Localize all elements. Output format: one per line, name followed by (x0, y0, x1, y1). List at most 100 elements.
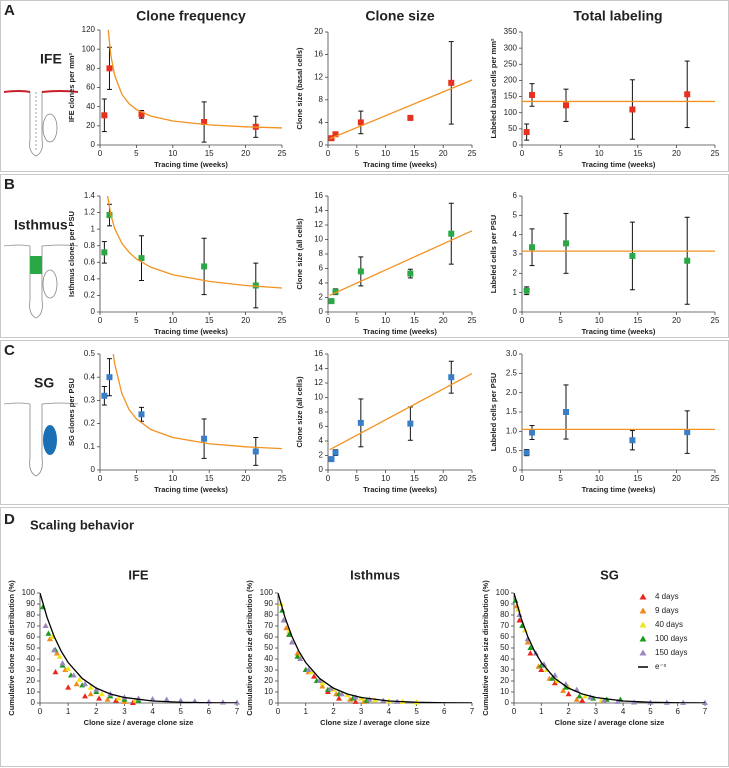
data-point (106, 65, 113, 72)
y-tick-label: 2.5 (506, 368, 518, 377)
legend-label: 40 days (655, 620, 683, 629)
y-tick-label: 4 (319, 278, 324, 287)
data-point (305, 666, 312, 672)
x-tick-label: 7 (470, 707, 475, 716)
y-tick-label: 100 (504, 108, 518, 117)
x-tick-label: 3 (594, 707, 599, 716)
y-tick-label: 0 (319, 307, 324, 316)
legend-swatch (639, 607, 647, 614)
data-point (579, 697, 586, 703)
data-point (106, 374, 113, 381)
x-tick-label: 5 (178, 707, 183, 716)
data-point (684, 429, 691, 436)
chart-title: SG (600, 567, 619, 582)
x-tick-label: 6 (675, 707, 680, 716)
data-point (529, 244, 536, 251)
x-tick-label: 5 (134, 149, 139, 158)
data-point (252, 448, 259, 455)
y-tick-label: 4 (319, 118, 324, 127)
x-tick-label: 15 (633, 316, 642, 325)
fit-line (107, 196, 282, 289)
panel-label: C (4, 342, 15, 359)
data-point (76, 676, 83, 682)
legend-swatch (639, 593, 647, 600)
y-tick-label: 3.0 (506, 349, 518, 358)
x-axis-label: Tracing time (weeks) (154, 160, 228, 169)
data-point (82, 681, 89, 687)
y-tick-label: 0 (505, 698, 510, 707)
x-tick-label: 25 (711, 316, 720, 325)
column-title: Total labeling (573, 8, 662, 24)
data-point (42, 622, 49, 628)
chart-title: Isthmus (350, 567, 400, 582)
y-tick-label: 4 (513, 230, 518, 239)
fit-line (514, 593, 705, 703)
row-label: SG (34, 375, 54, 391)
data-point (319, 683, 326, 689)
data-point (294, 653, 301, 659)
y-tick-label: 80 (26, 610, 35, 619)
data-point (335, 695, 342, 701)
data-point (93, 686, 100, 692)
x-axis-label: Clone size / average clone size (320, 718, 430, 727)
x-tick-label: 4 (387, 707, 392, 716)
data-point (523, 449, 530, 456)
row-label: Isthmus (14, 217, 68, 233)
data-point (327, 685, 334, 691)
data-point (357, 119, 364, 126)
data-point (112, 697, 119, 703)
y-axis-label: Cumulative clone size distribution (%) (7, 580, 16, 716)
y-tick-label: 8 (319, 249, 324, 258)
y-tick-label: 90 (26, 599, 35, 608)
x-tick-label: 25 (468, 316, 477, 325)
panel-label: D (4, 511, 15, 528)
data-point (565, 691, 572, 697)
y-tick-label: 6 (319, 422, 324, 431)
y-tick-label: 1.0 (506, 426, 518, 435)
x-tick-label: 15 (205, 474, 214, 483)
x-tick-label: 4 (621, 707, 626, 716)
x-axis-label: Tracing time (weeks) (154, 485, 228, 494)
y-tick-label: 40 (500, 654, 509, 663)
data-point (527, 644, 534, 650)
column-title: Clone frequency (136, 8, 246, 24)
y-tick-label: 60 (500, 632, 509, 641)
x-tick-label: 10 (381, 316, 390, 325)
x-tick-label: 6 (207, 707, 212, 716)
y-tick-label: 20 (86, 121, 95, 130)
y-axis-label: Isthmus clones per PSU (67, 211, 76, 297)
y-tick-label: 120 (82, 25, 96, 34)
y-tick-label: 4 (319, 436, 324, 445)
x-axis-label: Tracing time (weeks) (582, 485, 656, 494)
y-tick-label: 0.6 (84, 257, 96, 266)
data-point (448, 230, 455, 237)
data-point (316, 677, 323, 683)
y-tick-label: 200 (504, 76, 518, 85)
x-tick-label: 10 (595, 316, 604, 325)
x-tick-label: 15 (410, 316, 419, 325)
data-point (541, 661, 548, 667)
data-point (684, 91, 691, 98)
y-tick-label: 0 (91, 140, 96, 149)
data-point (629, 437, 636, 444)
data-point (344, 692, 351, 698)
data-point (73, 681, 80, 687)
x-tick-label: 15 (410, 149, 419, 158)
x-tick-label: 1 (66, 707, 71, 716)
x-tick-label: 5 (355, 474, 360, 483)
panel-label: B (4, 176, 15, 193)
y-tick-label: 0 (319, 465, 324, 474)
fit-line (329, 373, 472, 451)
y-tick-label: 0.2 (84, 419, 96, 428)
y-tick-label: 80 (264, 610, 273, 619)
data-point (52, 669, 59, 675)
y-axis-label: Labeled cells per PSU (489, 373, 498, 451)
data-point (332, 131, 339, 138)
follicle-icon (3, 402, 79, 477)
x-tick-label: 5 (558, 149, 563, 158)
x-tick-label: 0 (326, 149, 331, 158)
x-tick-label: 25 (278, 316, 287, 325)
y-tick-label: 10 (500, 687, 509, 696)
fit-line (107, 30, 282, 129)
